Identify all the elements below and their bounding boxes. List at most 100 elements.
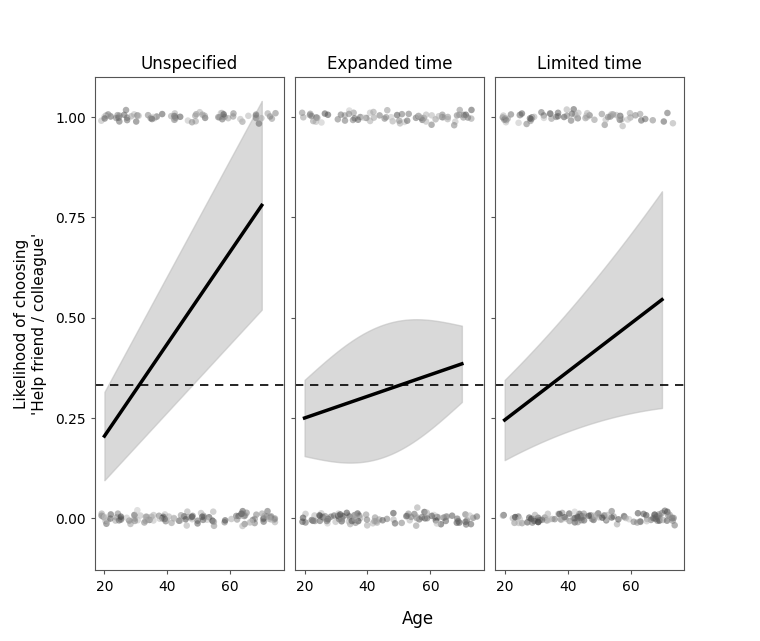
Point bbox=[332, 508, 344, 519]
Point bbox=[199, 113, 211, 123]
Point bbox=[453, 110, 465, 120]
Point bbox=[526, 112, 538, 122]
Point bbox=[391, 110, 403, 120]
Point bbox=[321, 518, 334, 528]
Point bbox=[499, 115, 511, 125]
Point bbox=[600, 115, 612, 125]
Point bbox=[144, 113, 157, 123]
Point bbox=[299, 517, 312, 528]
Point bbox=[236, 506, 249, 516]
Point bbox=[333, 514, 345, 524]
Point bbox=[163, 512, 175, 522]
Point bbox=[563, 516, 575, 526]
Point bbox=[247, 515, 259, 525]
Point bbox=[667, 118, 679, 128]
Point bbox=[535, 107, 547, 117]
Point bbox=[196, 512, 208, 522]
Point bbox=[634, 109, 646, 119]
Point bbox=[404, 515, 416, 526]
Point bbox=[610, 110, 622, 120]
Point bbox=[304, 109, 316, 119]
Point bbox=[656, 508, 668, 518]
Point bbox=[618, 512, 630, 522]
Point bbox=[657, 515, 669, 525]
Point bbox=[331, 114, 344, 124]
Point bbox=[542, 515, 554, 526]
Point bbox=[135, 510, 147, 520]
Point bbox=[314, 511, 326, 521]
Point bbox=[465, 105, 477, 115]
Point bbox=[360, 113, 372, 123]
Point bbox=[157, 513, 169, 523]
Point bbox=[333, 511, 345, 521]
Point bbox=[635, 517, 647, 527]
Point bbox=[244, 517, 256, 528]
Point bbox=[182, 512, 195, 522]
Point bbox=[549, 514, 561, 524]
Point bbox=[159, 510, 171, 520]
Point bbox=[436, 110, 448, 120]
Point bbox=[588, 115, 600, 125]
Point bbox=[299, 509, 312, 519]
Point bbox=[306, 515, 318, 525]
Point bbox=[121, 513, 133, 523]
Point bbox=[618, 511, 630, 521]
Point bbox=[348, 510, 360, 520]
Point bbox=[307, 116, 319, 126]
Point bbox=[236, 521, 249, 531]
Point bbox=[263, 513, 275, 524]
Point bbox=[270, 108, 282, 119]
Point bbox=[249, 514, 261, 524]
Point bbox=[534, 515, 546, 526]
Point bbox=[542, 509, 554, 519]
Point bbox=[160, 516, 172, 526]
Point bbox=[540, 515, 553, 526]
Point bbox=[568, 517, 581, 528]
Point bbox=[572, 113, 584, 124]
Point bbox=[639, 114, 651, 124]
Point bbox=[96, 511, 108, 521]
Point bbox=[239, 519, 251, 529]
Point bbox=[95, 115, 107, 126]
Point bbox=[316, 512, 328, 522]
Point bbox=[186, 514, 198, 524]
Point bbox=[500, 117, 512, 128]
Point bbox=[196, 110, 208, 120]
Point bbox=[654, 515, 666, 526]
Point bbox=[104, 111, 116, 121]
Point bbox=[568, 506, 581, 517]
Point bbox=[190, 109, 202, 119]
Point bbox=[185, 513, 198, 523]
Point bbox=[100, 516, 112, 526]
Point bbox=[467, 513, 479, 523]
Point bbox=[613, 112, 625, 122]
Point bbox=[217, 109, 230, 119]
Point bbox=[181, 520, 193, 531]
Point bbox=[398, 117, 410, 127]
Point bbox=[147, 515, 160, 526]
Point bbox=[269, 517, 281, 527]
Point bbox=[614, 111, 626, 121]
Point bbox=[131, 505, 144, 515]
Point bbox=[653, 509, 665, 519]
Point bbox=[249, 111, 261, 121]
Point bbox=[421, 508, 433, 518]
Point bbox=[420, 110, 432, 120]
Point bbox=[529, 514, 541, 524]
Point bbox=[319, 513, 331, 524]
Point bbox=[532, 513, 544, 523]
Point bbox=[253, 119, 265, 129]
Point bbox=[343, 109, 355, 119]
Point bbox=[100, 110, 112, 121]
Point bbox=[150, 112, 163, 122]
Point bbox=[99, 113, 111, 124]
Point bbox=[344, 105, 356, 115]
Point bbox=[462, 112, 474, 122]
Point bbox=[507, 513, 519, 524]
Point bbox=[393, 115, 405, 126]
Point bbox=[578, 511, 590, 521]
Point bbox=[189, 111, 201, 121]
Point bbox=[606, 506, 618, 516]
Point bbox=[532, 517, 544, 527]
Point bbox=[431, 512, 443, 522]
